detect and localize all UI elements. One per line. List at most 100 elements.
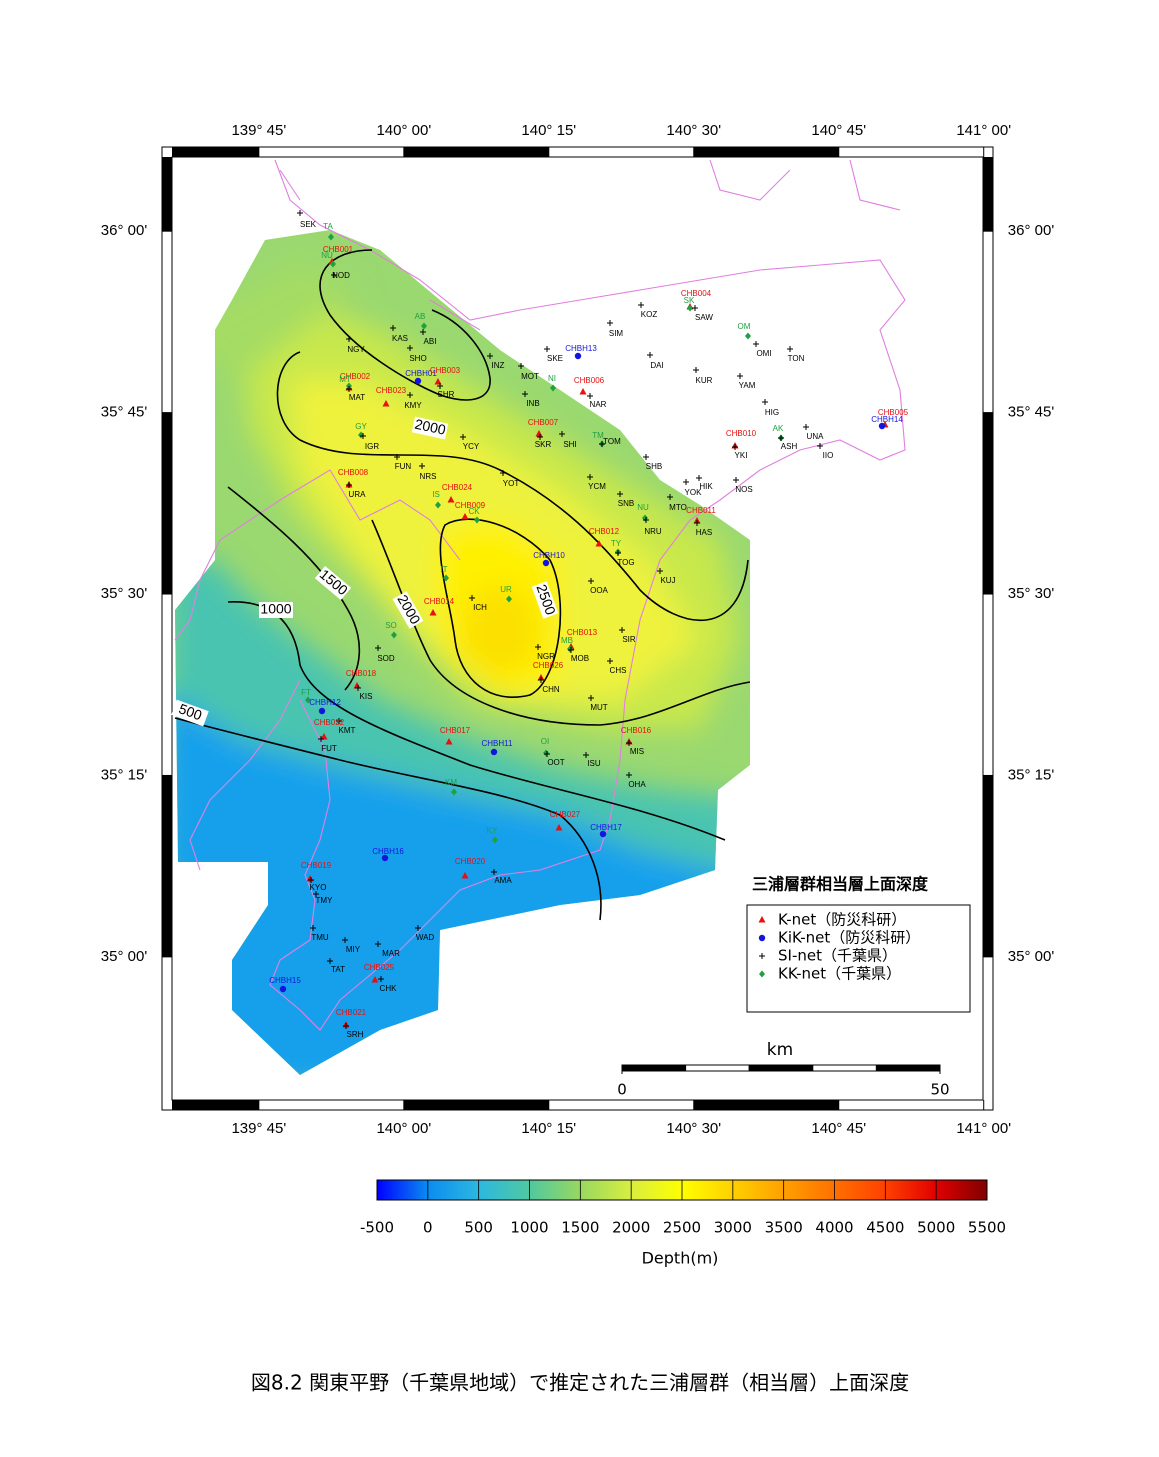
station-label: CHB016: [621, 726, 652, 735]
si-net-marker: [607, 320, 613, 326]
station-label: CHB027: [550, 810, 581, 819]
station-label: CHBH01: [405, 369, 437, 378]
station-label: AMA: [494, 876, 512, 885]
si-net-marker: [390, 325, 396, 331]
si-net-marker: [342, 937, 348, 943]
station: TMY: [313, 891, 333, 905]
si-net-marker: [537, 434, 543, 440]
si-net-marker: [657, 568, 663, 574]
station: YCM: [587, 474, 606, 491]
kik-net-marker: [878, 422, 886, 430]
contour-label-bg: [392, 591, 424, 629]
contours: [174, 249, 751, 921]
station-label: SAW: [695, 313, 713, 322]
station: IGR: [360, 433, 379, 451]
y-tick-label: 35° 15': [1008, 766, 1055, 783]
station: KOZ: [638, 302, 657, 319]
kk-net-marker: [492, 836, 498, 844]
station: NAR: [587, 393, 607, 409]
station: ABI: [420, 329, 436, 346]
kik-net-marker: [490, 748, 498, 756]
station-label: MAT: [349, 393, 365, 402]
station-label: NGY: [347, 345, 365, 354]
contour-line: [174, 717, 602, 921]
station: SHI: [559, 431, 577, 449]
k-net-marker: [555, 824, 563, 831]
si-net-marker: [437, 383, 443, 389]
station-label: FUT: [321, 744, 337, 753]
si-net-marker: [626, 740, 632, 746]
station: YAM: [737, 373, 756, 390]
station: CHBH10: [533, 551, 565, 567]
station-label: KM: [445, 778, 457, 787]
station-label: SHO: [409, 354, 426, 363]
station: CHS: [607, 658, 626, 675]
station: NGR: [535, 644, 555, 661]
station: YCY: [460, 434, 480, 451]
contour-line: [319, 249, 491, 401]
station: CHBH16: [372, 847, 404, 862]
station: CHB025: [364, 963, 395, 983]
station: SHR: [437, 383, 455, 399]
station-label: SKE: [547, 354, 563, 363]
station-label: HIG: [765, 408, 779, 417]
station: FT: [301, 688, 311, 704]
si-net-marker: [522, 391, 528, 397]
si-net-marker: [643, 517, 649, 523]
station: TAT: [327, 958, 345, 974]
kk-net-marker: [305, 696, 311, 704]
station: MUT: [588, 695, 608, 712]
station: CHBH14: [871, 415, 903, 430]
station-label: KMT: [339, 726, 356, 735]
station-label: FT: [301, 688, 311, 697]
station-label: TOM: [603, 437, 621, 446]
station: CHB012: [589, 527, 620, 547]
station: AK: [773, 424, 784, 442]
station: SRH: [343, 1023, 364, 1039]
station-label: NU: [321, 251, 333, 260]
station: CHBH17: [590, 823, 622, 838]
si-net-marker: [310, 925, 316, 931]
station-label: YCY: [463, 442, 480, 451]
station-label: HIK: [699, 482, 713, 491]
scale-segment: [875, 1064, 941, 1072]
frame-band: [162, 412, 172, 595]
station-label: KY: [487, 826, 498, 835]
si-net-marker: [487, 353, 493, 359]
station: INZ: [487, 353, 505, 370]
station-label: WAD: [416, 933, 435, 942]
frame-band: [983, 412, 993, 595]
boundary: [189, 159, 901, 871]
station-label: ASH: [781, 442, 798, 451]
station-label: KYO: [310, 883, 327, 892]
station-label: CHB013: [567, 628, 598, 637]
scale-segment: [685, 1064, 750, 1072]
station-label: SHR: [438, 390, 455, 399]
map-frame: [161, 146, 994, 1111]
si-net-marker: [355, 685, 361, 691]
station: KMT: [336, 718, 356, 735]
station-label: MIY: [346, 945, 361, 954]
station: FUN: [394, 454, 411, 471]
station-label: CHB009: [455, 501, 486, 510]
station: TMU: [310, 925, 329, 942]
station: CHB007: [528, 418, 559, 437]
frame-band: [172, 147, 259, 157]
station: SKR: [535, 434, 551, 449]
colorbar-tick-label: 2000: [612, 1219, 650, 1237]
si-net-marker: [787, 346, 793, 352]
station-label: SOD: [377, 654, 395, 663]
station-label: CHB007: [528, 418, 559, 427]
station-label: NU: [637, 503, 649, 512]
contour-line: [439, 518, 562, 698]
contour-label-text: 1000: [260, 601, 291, 617]
station: CHB017: [440, 726, 471, 745]
station: MAT: [346, 386, 365, 402]
si-net-marker: [313, 891, 319, 897]
station-label: CHS: [610, 666, 627, 675]
kk-net-marker: [474, 516, 480, 524]
station-label: KUJ: [660, 576, 675, 585]
station-label: CHB002: [340, 372, 371, 381]
station: TA: [323, 222, 334, 241]
station: SKE: [544, 346, 563, 363]
